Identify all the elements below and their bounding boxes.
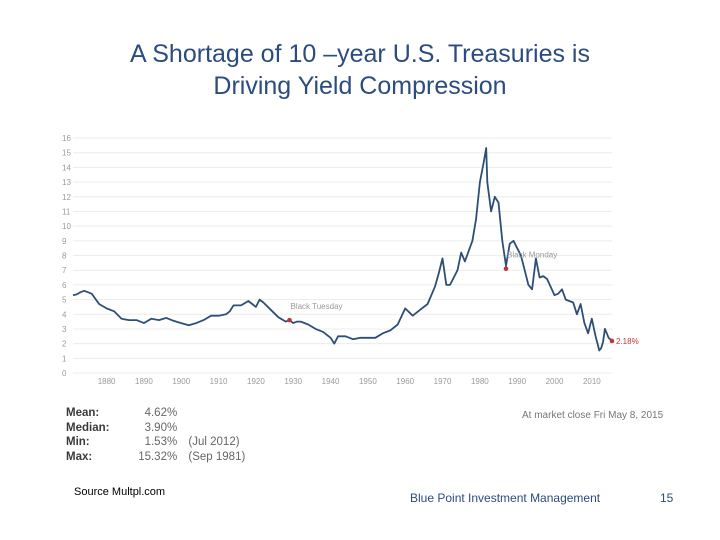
grid-lines	[73, 137, 612, 374]
series-layer	[72, 147, 613, 352]
marker-point	[287, 317, 292, 323]
y-tick-label: 0	[62, 369, 67, 378]
x-tick-label: 2000	[546, 377, 564, 386]
x-tick-label: 1880	[98, 377, 116, 386]
title-line-1: A Shortage of 10 –year U.S. Treasuries i…	[130, 40, 590, 68]
page-number: 15	[660, 491, 674, 505]
x-tick-label: 1940	[322, 377, 340, 386]
y-tick-label: 2	[62, 340, 67, 349]
x-tick-label: 1930	[284, 377, 302, 386]
x-tick-label: 1960	[396, 377, 414, 386]
x-tick-label: 1910	[210, 377, 228, 386]
x-tick-label: 1990	[508, 377, 526, 386]
stat-row-median: Median: 3.90%	[66, 421, 245, 436]
series-line-0	[72, 147, 613, 352]
stat-label: Mean:	[66, 407, 100, 419]
y-tick-label: 14	[62, 163, 71, 172]
x-tick-label: 1970	[434, 377, 452, 386]
stat-label: Min:	[66, 436, 90, 448]
stat-value: 4.62%	[144, 407, 178, 419]
marker-point	[609, 338, 615, 344]
stat-value: 1.53%	[144, 436, 178, 448]
x-tick-label: 1920	[247, 377, 265, 386]
x-tick-label: 1890	[135, 377, 153, 386]
y-tick-label: 8	[62, 252, 67, 261]
slide-title: A Shortage of 10 –year U.S. Treasuries i…	[40, 38, 680, 102]
stat-row-max: Max: 15.32% (Sep 1981)	[66, 450, 245, 465]
y-tick-label: 12	[62, 193, 71, 202]
x-axis-ticks: 1880 1890 1900 1910 1920 1930 1940 1950 1960 1970…	[98, 377, 602, 386]
y-tick-label: 7	[62, 266, 67, 275]
stat-label: Median:	[66, 421, 110, 434]
y-tick-label: 5	[62, 296, 67, 305]
stat-date: (Sep 1981)	[188, 450, 246, 463]
market-close-note: At market close Fri May 8, 2015	[522, 410, 664, 421]
x-tick-label: 1980	[471, 377, 489, 386]
y-tick-label: 13	[62, 178, 71, 187]
statistics-table: Mean: 4.62% Median: 3.90% Min: 1.53% (Ju…	[66, 406, 245, 464]
source-credit: Source Multpl.com	[74, 486, 166, 498]
y-tick-label: 1	[62, 354, 67, 363]
company-name: Blue Point Investment Management	[410, 491, 601, 505]
y-tick-label: 3	[62, 325, 67, 334]
x-tick-label: 1900	[172, 377, 190, 386]
marker-point	[503, 266, 509, 272]
y-tick-label: 11	[62, 207, 71, 216]
marker-label: Black Monday	[507, 251, 557, 260]
y-tick-label: 4	[62, 310, 67, 319]
x-tick-label: 2010	[583, 377, 601, 386]
stat-date: (Jul 2012)	[188, 436, 240, 448]
marker-layer: Black Tuesday Black Monday 2.18%	[287, 251, 639, 346]
stat-value: 3.90%	[144, 421, 178, 434]
stat-value: 15.32%	[138, 450, 178, 463]
y-tick-label: 15	[62, 149, 71, 158]
marker-label: Black Tuesday	[290, 302, 342, 311]
y-tick-label: 6	[62, 281, 67, 290]
stat-row-min: Min: 1.53% (Jul 2012)	[66, 435, 245, 450]
y-tick-label: 10	[62, 222, 71, 231]
stat-row-mean: Mean: 4.62%	[66, 406, 245, 421]
y-tick-label: 16	[62, 134, 71, 143]
stat-label: Max:	[66, 450, 93, 463]
title-line-2: Driving Yield Compression	[213, 72, 507, 100]
marker-label: 2.18%	[616, 337, 639, 346]
x-tick-label: 1950	[359, 377, 377, 386]
y-tick-label: 9	[62, 237, 67, 246]
